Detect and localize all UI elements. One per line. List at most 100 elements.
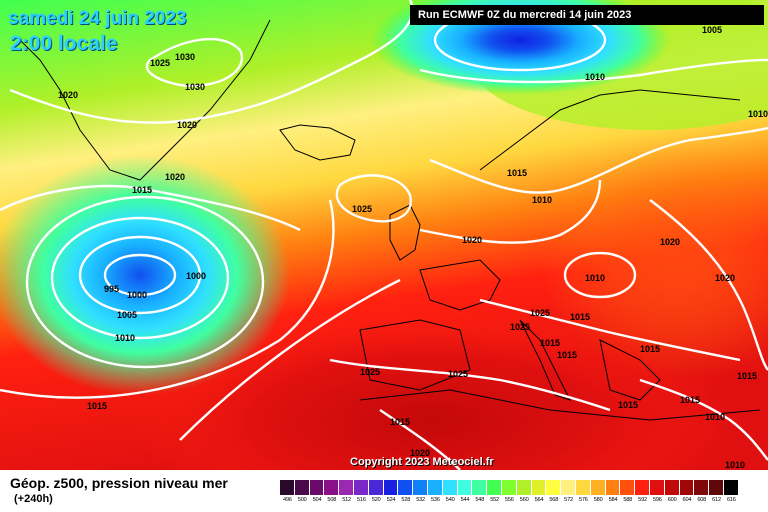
copyright-notice: Copyright 2023 Meteociel.fr [350, 456, 494, 468]
isobar-1010-central [563, 251, 637, 299]
legend-label: 544 [460, 497, 470, 503]
legend-entry: 572 [561, 480, 576, 506]
isobar-1005 [50, 216, 230, 340]
isobar-label: 1020 [462, 235, 482, 245]
legend-entry: 508 [324, 480, 340, 506]
legend-label: 592 [638, 497, 647, 503]
legend-swatch [590, 480, 606, 495]
isobar-label: 1025 [510, 322, 530, 332]
legend-label: 608 [697, 497, 707, 503]
geopotential-south-hot [130, 310, 730, 470]
legend-swatch [679, 480, 695, 495]
isobar-label: 1010 [725, 460, 745, 470]
isobar-label: 1030 [185, 82, 205, 92]
isobar-1010-se [639, 378, 768, 461]
isobar-label: 1020 [715, 273, 735, 283]
isobar-label: 1015 [540, 338, 560, 348]
isobar-label: 1000 [127, 290, 147, 300]
legend-entry: 504 [309, 480, 325, 506]
legend-swatch [353, 480, 369, 495]
iberia-coast [359, 319, 471, 391]
isobar-label: 1015 [507, 168, 527, 178]
scandinavia-coast [479, 89, 741, 171]
legend-entry: 496 [280, 480, 295, 506]
france-coast [419, 259, 501, 311]
legend-label: 576 [578, 497, 588, 503]
legend-entry: 532 [413, 480, 428, 506]
greenland-coast [19, 19, 271, 181]
legend-entry: 548 [472, 480, 488, 506]
legend-swatch [472, 480, 488, 495]
north-africa-coast [359, 389, 761, 421]
isobar-label: 1025 [448, 369, 468, 379]
legend-entry: 552 [487, 480, 502, 506]
legend-entry: 568 [546, 480, 562, 506]
legend-label: 612 [712, 497, 721, 503]
legend-label: 500 [297, 497, 307, 503]
legend-entry: 604 [679, 480, 695, 506]
legend-entry: 580 [590, 480, 606, 506]
legend-entry: 576 [575, 480, 591, 506]
legend-label: 552 [490, 497, 499, 503]
isobar-label: 1020 [58, 90, 78, 100]
legend-entry: 596 [649, 480, 665, 506]
legend-label: 584 [608, 497, 618, 503]
chart-title: Géop. z500, pression niveau mer [10, 475, 228, 491]
legend-label: 532 [416, 497, 425, 503]
legend-swatch [546, 480, 562, 495]
legend-entry: 528 [398, 480, 414, 506]
legend-swatch [383, 480, 399, 495]
isobar-1010 [25, 195, 265, 369]
isobar-label: 1015 [618, 400, 638, 410]
iceland-coast [279, 124, 356, 161]
legend-label: 536 [431, 497, 440, 503]
legend-entry: 520 [368, 480, 384, 506]
legend-swatch [605, 480, 621, 495]
isobar-1020-south [179, 278, 401, 441]
legend-entry: 500 [294, 480, 310, 506]
legend-swatch [309, 480, 325, 495]
isobar-label: 1005 [117, 310, 137, 320]
isobar-1000 [78, 235, 202, 315]
legend-entry: 600 [664, 480, 680, 506]
legend-label: 596 [652, 497, 662, 503]
isobar-1015-south [479, 298, 741, 362]
isobar-1015-north-east [429, 126, 768, 194]
legend-entry: 556 [501, 480, 517, 506]
legend-swatch [457, 480, 473, 495]
legend-label: 580 [593, 497, 603, 503]
legend-entry: 564 [531, 480, 547, 506]
model-run-banner: Run ECMWF 0Z du mercredi 14 juin 2023 [410, 5, 764, 25]
isobar-label: 1020 [660, 237, 680, 247]
isobar-995 [103, 253, 177, 297]
legend-entry: 540 [442, 480, 458, 506]
isobar-label: 1025 [530, 308, 550, 318]
legend-swatch [398, 480, 414, 495]
legend-label: 604 [682, 497, 692, 503]
isobar-label: 1000 [186, 271, 206, 281]
legend-entry: 616 [723, 480, 739, 506]
legend-label: 600 [667, 497, 677, 503]
legend-label: 540 [445, 497, 455, 503]
legend-swatch [427, 480, 443, 495]
isobar-label: 1015 [390, 417, 410, 427]
isobar-label: 1010 [705, 412, 725, 422]
balkans-coast [599, 339, 661, 401]
isobar-1010-north [419, 58, 768, 84]
legend-label: 508 [327, 497, 337, 503]
legend-entry: 592 [635, 480, 650, 506]
legend-label: 572 [564, 497, 573, 503]
legend-label: 512 [342, 497, 351, 503]
legend-label: 524 [386, 497, 396, 503]
isobars [0, 0, 768, 470]
isobar-1025-south [329, 358, 611, 412]
isobar-label: 1015 [680, 395, 700, 405]
legend-entry: 560 [516, 480, 532, 506]
isobar-label: 1025 [360, 367, 380, 377]
isobar-1020-east [649, 199, 768, 371]
isobar-label: 1015 [132, 185, 152, 195]
legend-entry: 516 [353, 480, 369, 506]
isobar-label: 1020 [177, 120, 197, 130]
map-canvas: 1030 1025 1030 1020 1020 1020 1015 1025 … [0, 0, 768, 470]
legend-label: 496 [283, 497, 292, 503]
